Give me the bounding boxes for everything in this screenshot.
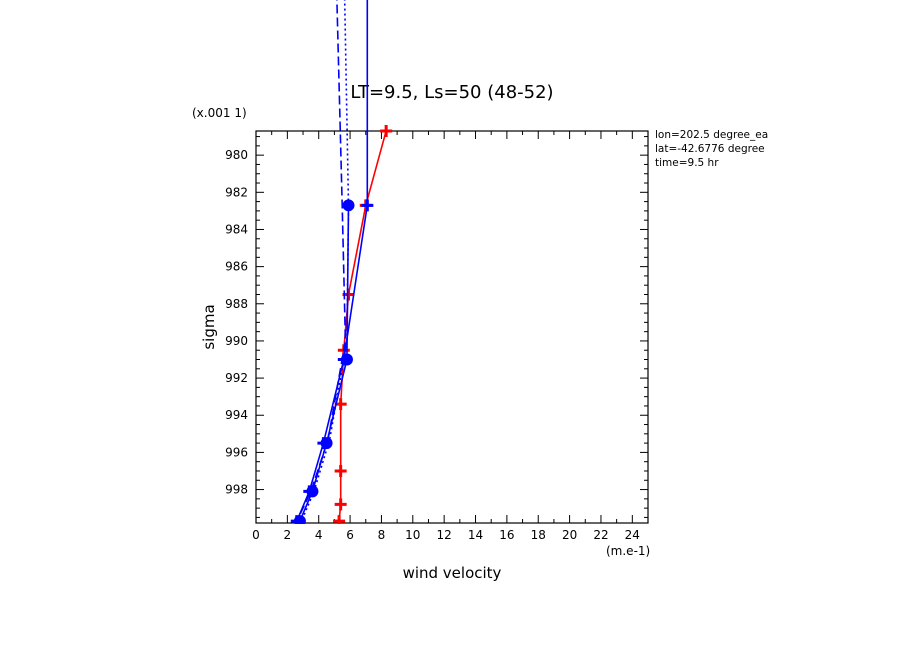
series-5 xyxy=(300,0,350,522)
y-tick-label: 994 xyxy=(225,408,248,422)
x-tick-label: 0 xyxy=(252,528,260,542)
x-units-label: (m.e-1) xyxy=(606,544,650,558)
y-tick-label: 990 xyxy=(225,334,248,348)
y-tick-label: 998 xyxy=(225,483,248,497)
info-lat: lat=-42.6776 degree xyxy=(655,143,765,155)
y-tick-label: 982 xyxy=(225,185,248,199)
series-2 xyxy=(290,0,374,524)
y-tick-label: 980 xyxy=(225,148,248,162)
axis-ticks: 0 2 4 6 8 10 12 14 16 18 20 22 249809829849869889909… xyxy=(225,131,648,542)
info-lon: lon=202.5 degree_ea xyxy=(655,129,768,141)
x-tick-label: 12 xyxy=(437,528,452,542)
series-1 xyxy=(333,125,393,524)
dot-marker xyxy=(320,437,333,450)
y-tick-label: 986 xyxy=(225,260,248,274)
plus-marker xyxy=(334,464,347,477)
series-line xyxy=(296,0,347,522)
series-4 xyxy=(296,0,347,522)
dot-marker xyxy=(293,515,306,524)
plus-marker xyxy=(334,498,347,511)
dot-marker xyxy=(340,353,353,366)
plus-marker xyxy=(333,515,346,524)
series-line xyxy=(296,0,369,522)
plot-frame xyxy=(255,130,649,524)
x-tick-label: 18 xyxy=(531,528,546,542)
y-tick-label: 988 xyxy=(225,297,248,311)
data-series xyxy=(290,0,393,524)
plus-marker xyxy=(380,125,393,137)
x-tick-label: 14 xyxy=(468,528,483,542)
y-tick-label: 996 xyxy=(225,445,248,459)
x-axis-title: wind velocity xyxy=(403,564,502,582)
y-units-label: (x.001 1) xyxy=(192,106,247,120)
plus-marker xyxy=(361,199,374,212)
x-tick-label: 20 xyxy=(562,528,577,542)
x-tick-label: 24 xyxy=(625,528,640,542)
y-tick-label: 992 xyxy=(225,371,248,385)
y-tick-label: 984 xyxy=(225,222,248,236)
series-line xyxy=(300,0,350,522)
x-tick-label: 22 xyxy=(593,528,608,542)
chart-title: LT=9.5, Ls=50 (48-52) xyxy=(350,82,553,103)
series-line xyxy=(338,130,387,522)
x-tick-label: 4 xyxy=(315,528,323,542)
x-tick-label: 2 xyxy=(284,528,292,542)
x-tick-label: 8 xyxy=(378,528,386,542)
series-3 xyxy=(293,199,355,524)
info-time: time=9.5 hr xyxy=(655,157,719,169)
x-tick-label: 16 xyxy=(499,528,514,542)
x-tick-label: 6 xyxy=(346,528,354,542)
y-axis-title: sigma xyxy=(200,304,218,349)
x-tick-label: 10 xyxy=(405,528,420,542)
